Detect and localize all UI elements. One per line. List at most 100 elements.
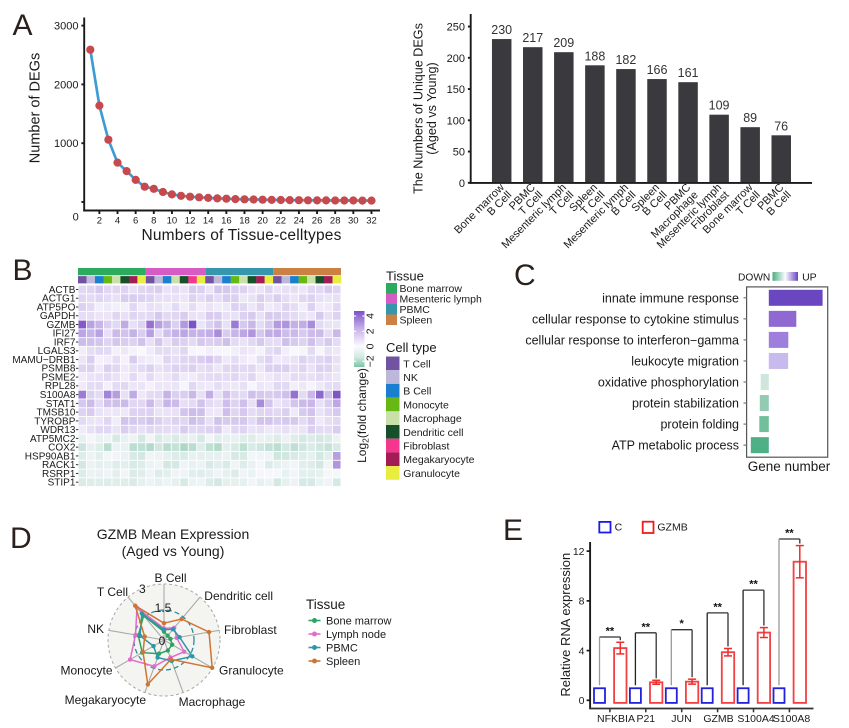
svg-text:Megakaryocyte: Megakaryocyte <box>65 693 147 707</box>
svg-text:Numbers of Tissue-celltypes: Numbers of Tissue-celltypes <box>141 227 341 244</box>
svg-text:GZMB: GZMB <box>657 522 687 534</box>
svg-text:0: 0 <box>365 343 377 349</box>
svg-text:18: 18 <box>239 216 250 227</box>
svg-text:NK: NK <box>403 372 418 384</box>
svg-text:Dendritic cell: Dendritic cell <box>403 427 463 439</box>
svg-text:HSP90AB1: HSP90AB1 <box>25 451 76 462</box>
svg-text:cellular response to interfero: cellular response to interferon−gamma <box>525 333 739 347</box>
svg-text:Monocyte: Monocyte <box>60 664 112 678</box>
svg-text:S100A8: S100A8 <box>40 390 76 401</box>
svg-text:Spleen: Spleen <box>400 314 433 326</box>
svg-text:**: ** <box>749 579 758 591</box>
svg-text:209: 209 <box>553 36 574 50</box>
svg-text:0: 0 <box>459 178 465 190</box>
svg-text:28: 28 <box>330 216 341 227</box>
svg-text:**: ** <box>713 601 722 613</box>
svg-text:1000: 1000 <box>54 138 78 150</box>
svg-text:B Cell: B Cell <box>154 571 186 585</box>
svg-text:ATP metabolic process: ATP metabolic process <box>612 439 739 453</box>
svg-text:150: 150 <box>447 84 465 96</box>
svg-text:6: 6 <box>133 216 138 227</box>
svg-text:(Aged vs Young): (Aged vs Young) <box>122 543 225 559</box>
svg-text:100: 100 <box>447 115 465 127</box>
svg-text:UP: UP <box>802 271 817 283</box>
svg-text:50: 50 <box>453 147 465 159</box>
svg-text:PSMB8: PSMB8 <box>41 364 75 375</box>
svg-text:innate immune response: innate immune response <box>602 291 739 305</box>
svg-text:Fibroblast: Fibroblast <box>224 623 277 637</box>
svg-text:WDR13: WDR13 <box>40 425 75 436</box>
svg-text:T Cell: T Cell <box>97 585 128 599</box>
svg-text:MAMU−DRB1: MAMU−DRB1 <box>12 355 76 366</box>
svg-text:NK: NK <box>87 622 104 636</box>
svg-text:C: C <box>615 522 623 534</box>
svg-text:3000: 3000 <box>54 21 78 33</box>
svg-text:0: 0 <box>159 634 166 648</box>
svg-text:PSME2: PSME2 <box>41 373 75 384</box>
svg-text:10: 10 <box>167 216 178 227</box>
svg-text:0: 0 <box>73 211 79 223</box>
svg-text:89: 89 <box>743 111 757 125</box>
svg-text:LGALS3: LGALS3 <box>38 346 76 357</box>
svg-text:182: 182 <box>615 53 636 67</box>
svg-text:24: 24 <box>294 216 305 227</box>
svg-text:161: 161 <box>678 66 699 80</box>
svg-text:22: 22 <box>276 216 287 227</box>
svg-text:The Numbers of Unique DEGs: The Numbers of Unique DEGs <box>412 23 426 194</box>
svg-text:76: 76 <box>774 119 788 133</box>
svg-text:A: A <box>13 9 33 42</box>
svg-text:STIP1: STIP1 <box>48 478 76 489</box>
svg-text:Gene number: Gene number <box>748 459 831 474</box>
svg-text:protein stabilization: protein stabilization <box>632 397 739 411</box>
svg-text:*: * <box>680 618 685 630</box>
svg-text:Granulocyte: Granulocyte <box>219 664 284 678</box>
svg-text:B: B <box>13 254 33 287</box>
svg-text:STAT1: STAT1 <box>46 399 76 410</box>
svg-text:12: 12 <box>573 546 585 558</box>
svg-text:Macrophage: Macrophage <box>179 695 246 709</box>
svg-text:(Aged vs Young): (Aged vs Young) <box>425 62 439 154</box>
svg-text:GZMB Mean Expression: GZMB Mean Expression <box>97 526 250 542</box>
svg-text:RACK1: RACK1 <box>42 460 76 471</box>
svg-text:Granulocyte: Granulocyte <box>403 468 460 480</box>
svg-text:IRF7: IRF7 <box>54 337 76 348</box>
svg-text:3: 3 <box>139 582 146 596</box>
svg-text:Relative RNA expression: Relative RNA expression <box>558 553 573 697</box>
svg-text:TYROBP: TYROBP <box>34 416 75 427</box>
svg-text:32: 32 <box>366 216 377 227</box>
svg-text:20: 20 <box>257 216 268 227</box>
svg-text:C: C <box>514 259 536 292</box>
svg-text:T Cell: T Cell <box>403 358 430 370</box>
svg-text:14: 14 <box>203 216 214 227</box>
svg-text:200: 200 <box>447 53 465 65</box>
svg-text:**: ** <box>606 626 615 638</box>
svg-text:4: 4 <box>365 313 377 319</box>
svg-text:protein folding: protein folding <box>660 418 739 432</box>
svg-text:RSRP1: RSRP1 <box>42 469 76 480</box>
svg-text:RPL28: RPL28 <box>45 381 76 392</box>
svg-text:4: 4 <box>579 645 585 657</box>
svg-text:230: 230 <box>491 23 512 37</box>
svg-text:Lymph node: Lymph node <box>326 629 386 641</box>
svg-text:oxidative phosphorylation: oxidative phosphorylation <box>598 376 739 390</box>
svg-text:2000: 2000 <box>54 79 78 91</box>
svg-text:8: 8 <box>579 596 585 608</box>
svg-text:Tissue: Tissue <box>306 597 345 612</box>
svg-text:DOWN: DOWN <box>738 272 770 283</box>
svg-text:166: 166 <box>647 63 668 77</box>
svg-text:109: 109 <box>709 99 730 113</box>
svg-text:Number of DEGs: Number of DEGs <box>28 53 44 163</box>
svg-text:188: 188 <box>584 49 605 63</box>
svg-text:1.5: 1.5 <box>155 601 172 615</box>
svg-text:Monocyte: Monocyte <box>403 399 449 411</box>
svg-text:Macrophage: Macrophage <box>403 413 462 425</box>
svg-text:IFI27: IFI27 <box>53 329 76 340</box>
svg-text:cellular response to cytokine: cellular response to cytokine stimulus <box>532 312 739 326</box>
svg-text:JUN: JUN <box>671 713 691 723</box>
svg-text:S100A4: S100A4 <box>737 713 775 723</box>
svg-text:**: ** <box>785 528 794 540</box>
svg-text:−2: −2 <box>365 355 377 367</box>
svg-text:2: 2 <box>97 216 102 227</box>
svg-text:30: 30 <box>348 216 359 227</box>
svg-text:S100A8: S100A8 <box>773 713 811 723</box>
